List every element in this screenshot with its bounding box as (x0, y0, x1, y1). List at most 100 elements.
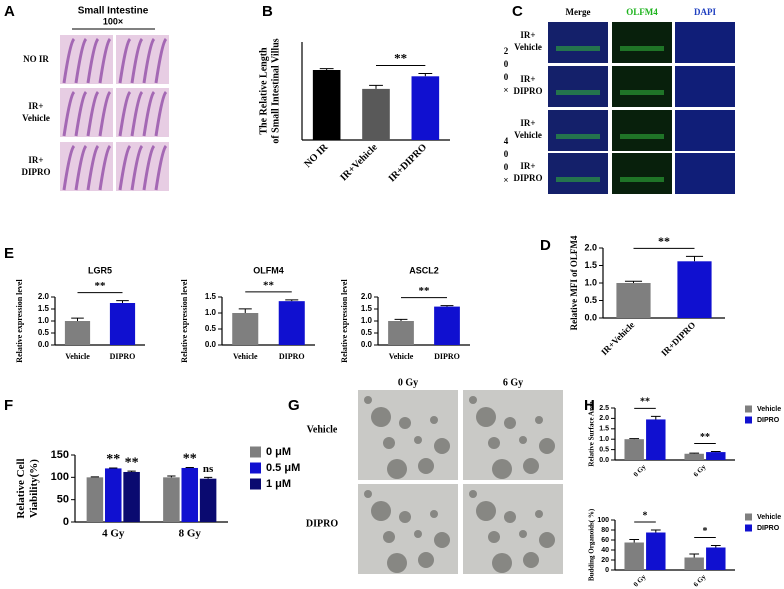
bar (104, 468, 122, 522)
organoid (414, 530, 422, 538)
fluorescence-image (612, 66, 672, 107)
villus-texture (86, 37, 100, 84)
row-label: Vehicle (22, 113, 50, 123)
legend-swatch (745, 416, 752, 424)
y-axis-label-line: Relative MFI of OLFM4 (569, 235, 579, 330)
error-bar (319, 68, 334, 70)
y-tick-label: 0.0 (599, 457, 609, 464)
row-label: Vehicle (307, 424, 338, 435)
x-tick-label: 6 Gy (692, 463, 708, 479)
error-bar (689, 553, 700, 558)
magnification-label: 0 (504, 149, 509, 159)
panel-label: B (262, 3, 273, 20)
chart-title: ASCL2 (409, 265, 439, 275)
panel-a-magnification: 100× (103, 16, 123, 26)
y-axis-label: Relative expression level (180, 279, 189, 363)
row-label: IR+ (28, 101, 43, 111)
y-tick-label: 20 (601, 557, 609, 564)
y-tick-label: 0 (605, 567, 609, 574)
y-axis-label-line: Relative Surface Area (588, 401, 596, 467)
y-axis-label-line: Relative expression level (340, 279, 349, 363)
y-axis-label-line: Viability(%) (28, 459, 40, 518)
y-tick-label: 150 (51, 449, 69, 461)
panel-label: A (4, 3, 15, 20)
magnification-label: 2 (504, 46, 509, 56)
y-tick-label: 2.0 (361, 292, 373, 301)
organoid (364, 396, 372, 404)
organoid (535, 510, 543, 518)
organoid (399, 417, 411, 429)
villus-texture (98, 37, 112, 84)
fluorescence-image (548, 22, 608, 63)
y-tick-label: 80 (601, 527, 609, 534)
organoid (504, 511, 516, 523)
organoid (519, 530, 527, 538)
y-tick-label: 1.5 (361, 304, 373, 313)
crypt-signal (620, 46, 664, 51)
y-tick-label: 0.5 (38, 328, 50, 337)
organoid-image (358, 390, 458, 480)
villus-texture (86, 90, 100, 137)
legend-label: 0.5 μM (266, 462, 300, 474)
error-bar (285, 299, 299, 302)
x-tick-label: 8 Gy (179, 528, 202, 540)
fluorescence-image (612, 153, 672, 194)
significance-label: ** (658, 234, 670, 248)
y-axis-label-line: Relative Cell (15, 458, 27, 518)
bar (86, 477, 104, 522)
organoid (523, 552, 539, 568)
x-tick-label: IR+DIPRO (387, 142, 430, 185)
x-tick-label: 4 Gy (102, 528, 125, 540)
organoid (476, 501, 496, 521)
bar (312, 70, 341, 140)
organoid-image (358, 484, 458, 574)
fluorescence-image (548, 66, 608, 107)
magnification-label: × (503, 175, 508, 185)
y-axis-label-line: of Small Intestinal Villus (270, 38, 281, 143)
magnification-label: × (503, 85, 508, 95)
organoid (434, 532, 450, 548)
bar (646, 419, 666, 460)
bar (706, 547, 726, 570)
organoid (364, 490, 372, 498)
y-axis-label: The Relative Length of Small Intestinal V… (258, 38, 281, 143)
error-bar (689, 452, 700, 454)
y-tick-label: 1.5 (584, 260, 597, 270)
y-tick-label: 1.0 (599, 436, 609, 443)
y-tick-label: 0.0 (38, 340, 50, 349)
x-tick-label: IR+Vehicle (599, 320, 636, 357)
error-bar (369, 84, 383, 89)
y-axis-label: Relative expression level (340, 279, 349, 363)
x-tick-label: 0 Gy (632, 573, 648, 589)
legend-label: 1 μM (266, 478, 291, 490)
organoid (488, 531, 500, 543)
error-bar (116, 300, 129, 303)
villus-texture (118, 37, 132, 84)
organoid (539, 438, 555, 454)
organoid (539, 532, 555, 548)
magnification-label: 4 (504, 136, 509, 146)
villus-texture (74, 144, 88, 191)
bar (624, 542, 644, 570)
villus-texture (86, 144, 100, 191)
legend-swatch (250, 478, 261, 490)
y-tick-label: 0.0 (205, 340, 217, 349)
row-label: IR+ (520, 118, 535, 128)
organoid (523, 458, 539, 474)
magnification-label: 0 (504, 59, 509, 69)
y-axis-label: Relative expression level (15, 279, 24, 363)
y-axis-label: Budding Organoids( %) (588, 508, 596, 581)
crypt-signal (620, 90, 664, 95)
bar (706, 452, 726, 460)
y-tick-label: 2.0 (38, 292, 50, 301)
crypt-signal (620, 177, 664, 182)
bar (434, 306, 460, 345)
villus-texture (118, 144, 132, 191)
error-bar (685, 255, 704, 262)
fluorescence-image (612, 110, 672, 151)
error-bar (440, 305, 454, 307)
column-header: DAPI (694, 7, 716, 17)
y-tick-label: 40 (601, 547, 609, 554)
villus-texture (154, 90, 168, 137)
significance-label: ** (106, 452, 120, 467)
